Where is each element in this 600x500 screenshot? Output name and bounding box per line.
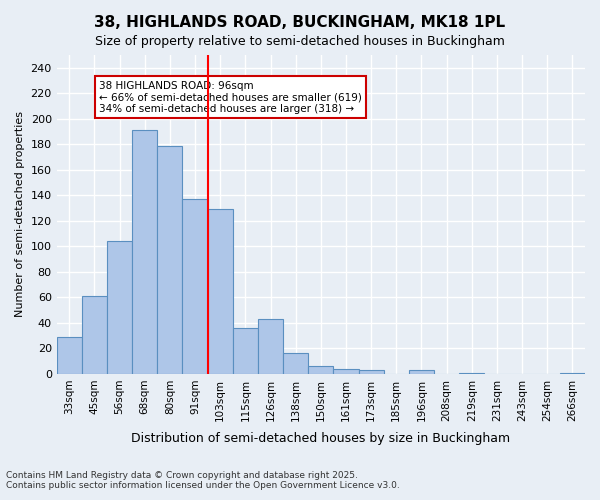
- Bar: [308, 366, 334, 374]
- Bar: [208, 210, 233, 374]
- Text: Contains HM Land Registry data © Crown copyright and database right 2025.
Contai: Contains HM Land Registry data © Crown c…: [6, 470, 400, 490]
- Bar: [409, 370, 434, 374]
- Bar: [459, 372, 484, 374]
- X-axis label: Distribution of semi-detached houses by size in Buckingham: Distribution of semi-detached houses by …: [131, 432, 511, 445]
- Bar: [560, 372, 585, 374]
- Bar: [283, 354, 308, 374]
- Bar: [359, 370, 384, 374]
- Bar: [82, 296, 107, 374]
- Bar: [334, 369, 359, 374]
- Bar: [107, 241, 132, 374]
- Text: Size of property relative to semi-detached houses in Buckingham: Size of property relative to semi-detach…: [95, 35, 505, 48]
- Bar: [233, 328, 258, 374]
- Bar: [157, 146, 182, 374]
- Bar: [182, 199, 208, 374]
- Text: 38 HIGHLANDS ROAD: 96sqm
← 66% of semi-detached houses are smaller (619)
34% of : 38 HIGHLANDS ROAD: 96sqm ← 66% of semi-d…: [99, 80, 362, 114]
- Y-axis label: Number of semi-detached properties: Number of semi-detached properties: [15, 112, 25, 318]
- Bar: [258, 319, 283, 374]
- Text: 38, HIGHLANDS ROAD, BUCKINGHAM, MK18 1PL: 38, HIGHLANDS ROAD, BUCKINGHAM, MK18 1PL: [94, 15, 506, 30]
- Bar: [56, 337, 82, 374]
- Bar: [132, 130, 157, 374]
